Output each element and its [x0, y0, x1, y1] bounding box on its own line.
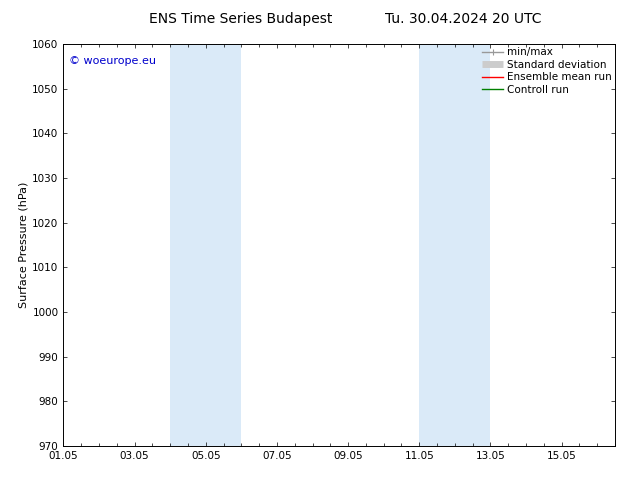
Text: Tu. 30.04.2024 20 UTC: Tu. 30.04.2024 20 UTC: [385, 12, 541, 26]
Bar: [170, 44, 242, 446]
Bar: [419, 44, 491, 446]
Text: ENS Time Series Budapest: ENS Time Series Budapest: [149, 12, 333, 26]
Text: © woeurope.eu: © woeurope.eu: [69, 56, 156, 66]
Y-axis label: Surface Pressure (hPa): Surface Pressure (hPa): [18, 182, 28, 308]
Legend: min/max, Standard deviation, Ensemble mean run, Controll run: min/max, Standard deviation, Ensemble me…: [482, 47, 612, 95]
